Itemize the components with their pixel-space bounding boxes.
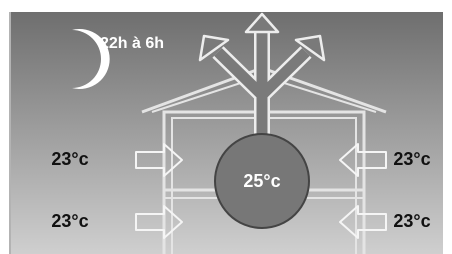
outside-temp-left: 23°c <box>51 211 88 231</box>
time-range: 22h à 6h <box>100 35 164 52</box>
diagram: 22h à 6h 25°c 23°c 23°c 23°c 23°c <box>0 0 452 254</box>
outside-temp-left: 23°c <box>51 149 88 169</box>
inside-temp: 25°c <box>243 171 280 191</box>
page: 22h à 6h 25°c 23°c23°c23°c23°c (() => { … <box>0 0 452 254</box>
outside-temp-right: 23°c <box>393 149 430 169</box>
outside-temp-right: 23°c <box>393 211 430 231</box>
